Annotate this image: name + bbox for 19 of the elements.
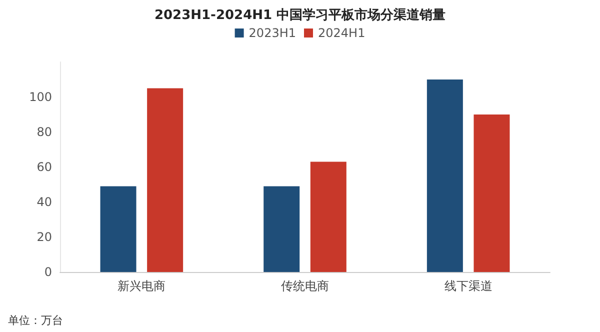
legend-label: 2024H1 xyxy=(318,26,366,40)
bar xyxy=(474,114,510,272)
bar xyxy=(264,186,300,272)
y-tick-label: 0 xyxy=(44,265,52,279)
x-tick-label: 新兴电商 xyxy=(118,279,166,293)
bar xyxy=(147,88,184,272)
legend-label: 2023H1 xyxy=(248,26,296,40)
bar xyxy=(100,186,136,272)
chart-title: 2023H1-2024H1 中国学习平板市场分渠道销量 xyxy=(154,7,446,23)
y-tick-label: 100 xyxy=(29,90,52,104)
text: 单位：万台 xyxy=(8,314,63,327)
x-tick-label: 传统电商 xyxy=(281,279,329,293)
y-tick-label: 40 xyxy=(36,195,52,209)
y-tick-label: 60 xyxy=(36,160,52,174)
bar xyxy=(426,80,463,272)
y-tick-label: 20 xyxy=(36,230,52,244)
y-tick-label: 80 xyxy=(36,125,52,139)
x-tick-label: 线下渠道 xyxy=(444,279,492,293)
bar xyxy=(310,162,346,272)
